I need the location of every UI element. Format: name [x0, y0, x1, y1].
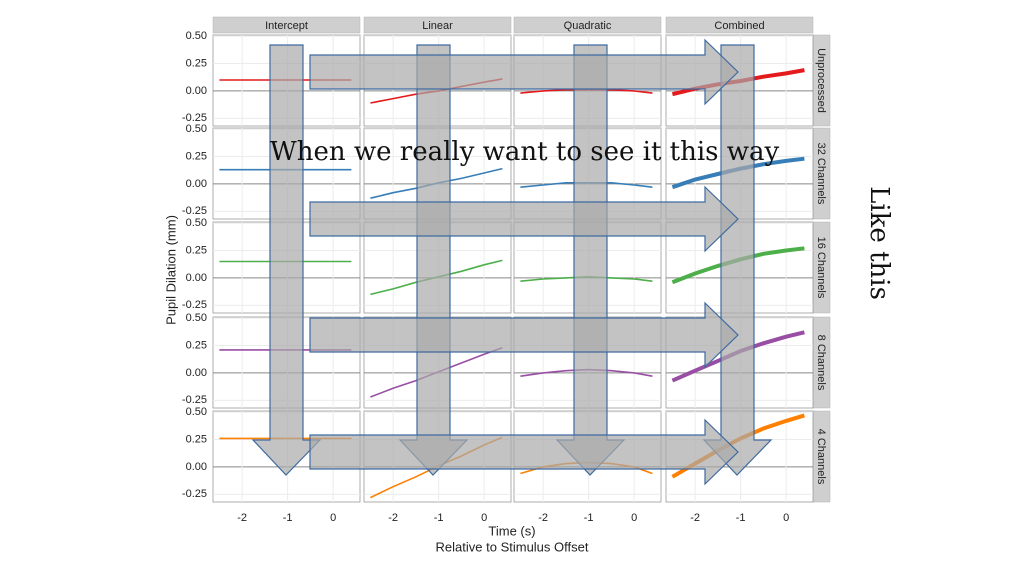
down-arrow [251, 44, 322, 476]
y-tick-label: -0.25 [182, 112, 207, 124]
y-tick-label: 0.25 [186, 433, 207, 445]
y-tick-label: -0.25 [182, 205, 207, 217]
x-tick-label: 0 [631, 512, 637, 524]
row-label: 8 Channels [815, 335, 827, 391]
y-tick-label: 0.00 [186, 272, 207, 284]
right-arrow [309, 38, 739, 106]
column-label: Quadratic [564, 20, 612, 32]
y-tick-label: 0.50 [186, 217, 207, 229]
strip [513, 16, 662, 34]
strip [212, 16, 361, 34]
x-tick-label: -2 [237, 512, 247, 524]
x-tick-label: -1 [584, 512, 594, 524]
x-tick-label: -1 [283, 512, 293, 524]
y-tick-label: 0.00 [186, 461, 207, 473]
column-label: Combined [714, 20, 764, 32]
row-label: 4 Channels [815, 429, 827, 485]
strip [363, 16, 512, 34]
column-label: Intercept [265, 20, 308, 32]
right-arrow [309, 418, 739, 486]
column-label: Linear [422, 20, 453, 32]
row-label: 32 Channels [815, 143, 827, 205]
y-tick-label: 0.00 [186, 178, 207, 190]
y-tick-label: 0.25 [186, 57, 207, 69]
y-tick-label: -0.25 [182, 488, 207, 500]
y-tick-label: 0.00 [186, 367, 207, 379]
y-tick-label: 0.50 [186, 30, 207, 42]
y-tick-label: -0.25 [182, 394, 207, 406]
right-arrow [309, 301, 739, 369]
y-tick-label: 0.25 [186, 339, 207, 351]
row-label: 16 Channels [815, 237, 827, 299]
caption: When we really want to see it this way [270, 137, 780, 167]
x-axis-label: Time (s) [488, 523, 535, 538]
y-tick-label: 0.25 [186, 244, 207, 256]
x-tick-label: -1 [736, 512, 746, 524]
x-tick-label: 0 [330, 512, 336, 524]
x-tick-label: -1 [434, 512, 444, 524]
x-axis-sublabel: Relative to Stimulus Offset [436, 539, 589, 554]
x-tick-label: 0 [481, 512, 487, 524]
y-tick-label: 0.50 [186, 406, 207, 418]
arrows [251, 38, 773, 486]
side-note: Like this [864, 186, 894, 300]
y-tick-label: 0.00 [186, 85, 207, 97]
x-tick-label: -2 [538, 512, 548, 524]
row-label: Unprocessed [815, 48, 827, 113]
right-arrow [309, 185, 739, 253]
x-tick-label: -2 [690, 512, 700, 524]
x-tick-label: 0 [783, 512, 789, 524]
y-tick-label: 0.50 [186, 123, 207, 135]
y-axis-label: Pupil Dilation (mm) [163, 215, 178, 325]
y-tick-label: 0.50 [186, 312, 207, 324]
y-tick-label: 0.25 [186, 150, 207, 162]
y-tick-label: -0.25 [182, 299, 207, 311]
strip [665, 16, 814, 34]
x-tick-label: -2 [388, 512, 398, 524]
